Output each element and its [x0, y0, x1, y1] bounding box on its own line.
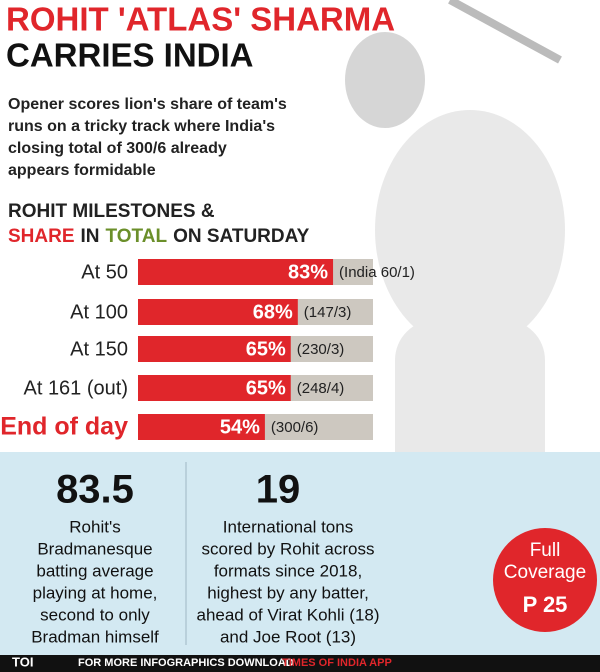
stat-value: 19 [256, 468, 301, 512]
stat-text: second to only [40, 605, 150, 624]
bar-note: (147/3) [304, 304, 352, 321]
bar [138, 299, 298, 325]
bar [138, 414, 265, 440]
stat-value: 83.5 [56, 468, 134, 512]
bar-note: (300/6) [271, 419, 319, 436]
badge-text: Coverage [504, 562, 586, 583]
value-label: 68% [253, 301, 293, 323]
title-part: TOTAL [106, 226, 168, 247]
subtitle: runs on a tricky track where India's [8, 118, 275, 135]
bar [138, 259, 334, 285]
chart-title: SHARE IN TOTAL ON SATURDAY [8, 226, 310, 247]
headline: CARRIES INDIA [6, 37, 254, 74]
stat-text: International tons [223, 517, 353, 536]
value-label: 65% [246, 338, 286, 360]
category-label: At 150 [70, 338, 128, 360]
bar [138, 375, 291, 401]
category-label: At 100 [70, 301, 128, 323]
stat-text: Rohit's [69, 517, 120, 536]
bar-note: (248/4) [297, 380, 345, 397]
headline: ROHIT 'ATLAS' SHARMA [6, 1, 395, 38]
stat-text: Bradman himself [31, 627, 159, 646]
title-part: SHARE [8, 226, 75, 247]
stat-text: playing at home, [33, 583, 158, 602]
bar-note: (230/3) [297, 341, 345, 358]
category-label: At 161 (out) [23, 377, 128, 399]
footer-bar [0, 655, 600, 672]
subtitle: closing total of 300/6 already [8, 140, 227, 157]
badge-circle [493, 528, 597, 632]
footer-brand: TOI [12, 654, 33, 669]
footer-text: FOR MORE INFOGRAPHICS DOWNLOAD [78, 657, 294, 669]
category-label: At 50 [81, 261, 128, 283]
badge-page: P 25 [523, 592, 568, 617]
stat-text: Bradmanesque [37, 539, 152, 558]
stat-text: batting average [36, 561, 153, 580]
bar [138, 336, 291, 362]
stats-panel [0, 452, 600, 655]
footer-app: TIMES OF INDIA APP [282, 657, 392, 669]
stat-text: ahead of Virat Kohli (18) [196, 605, 379, 624]
subtitle: appears formidable [8, 162, 156, 179]
category-label: End of day [0, 413, 128, 441]
title-part: IN [81, 226, 100, 247]
stat-text: highest by any batter, [207, 583, 369, 602]
badge-text: Full [530, 540, 561, 561]
stat-text: and Joe Root (13) [220, 627, 356, 646]
value-label: 54% [220, 416, 260, 438]
value-label: 83% [288, 261, 328, 283]
stat-text: scored by Rohit across [202, 539, 375, 558]
bar-note: (India 60/1) [339, 264, 415, 281]
stat-text: formats since 2018, [214, 561, 362, 580]
subtitle: Opener scores lion's share of team's [8, 96, 287, 113]
value-label: 65% [246, 377, 286, 399]
chart-title: ROHIT MILESTONES & [8, 201, 215, 222]
title-part: ON SATURDAY [173, 226, 310, 247]
